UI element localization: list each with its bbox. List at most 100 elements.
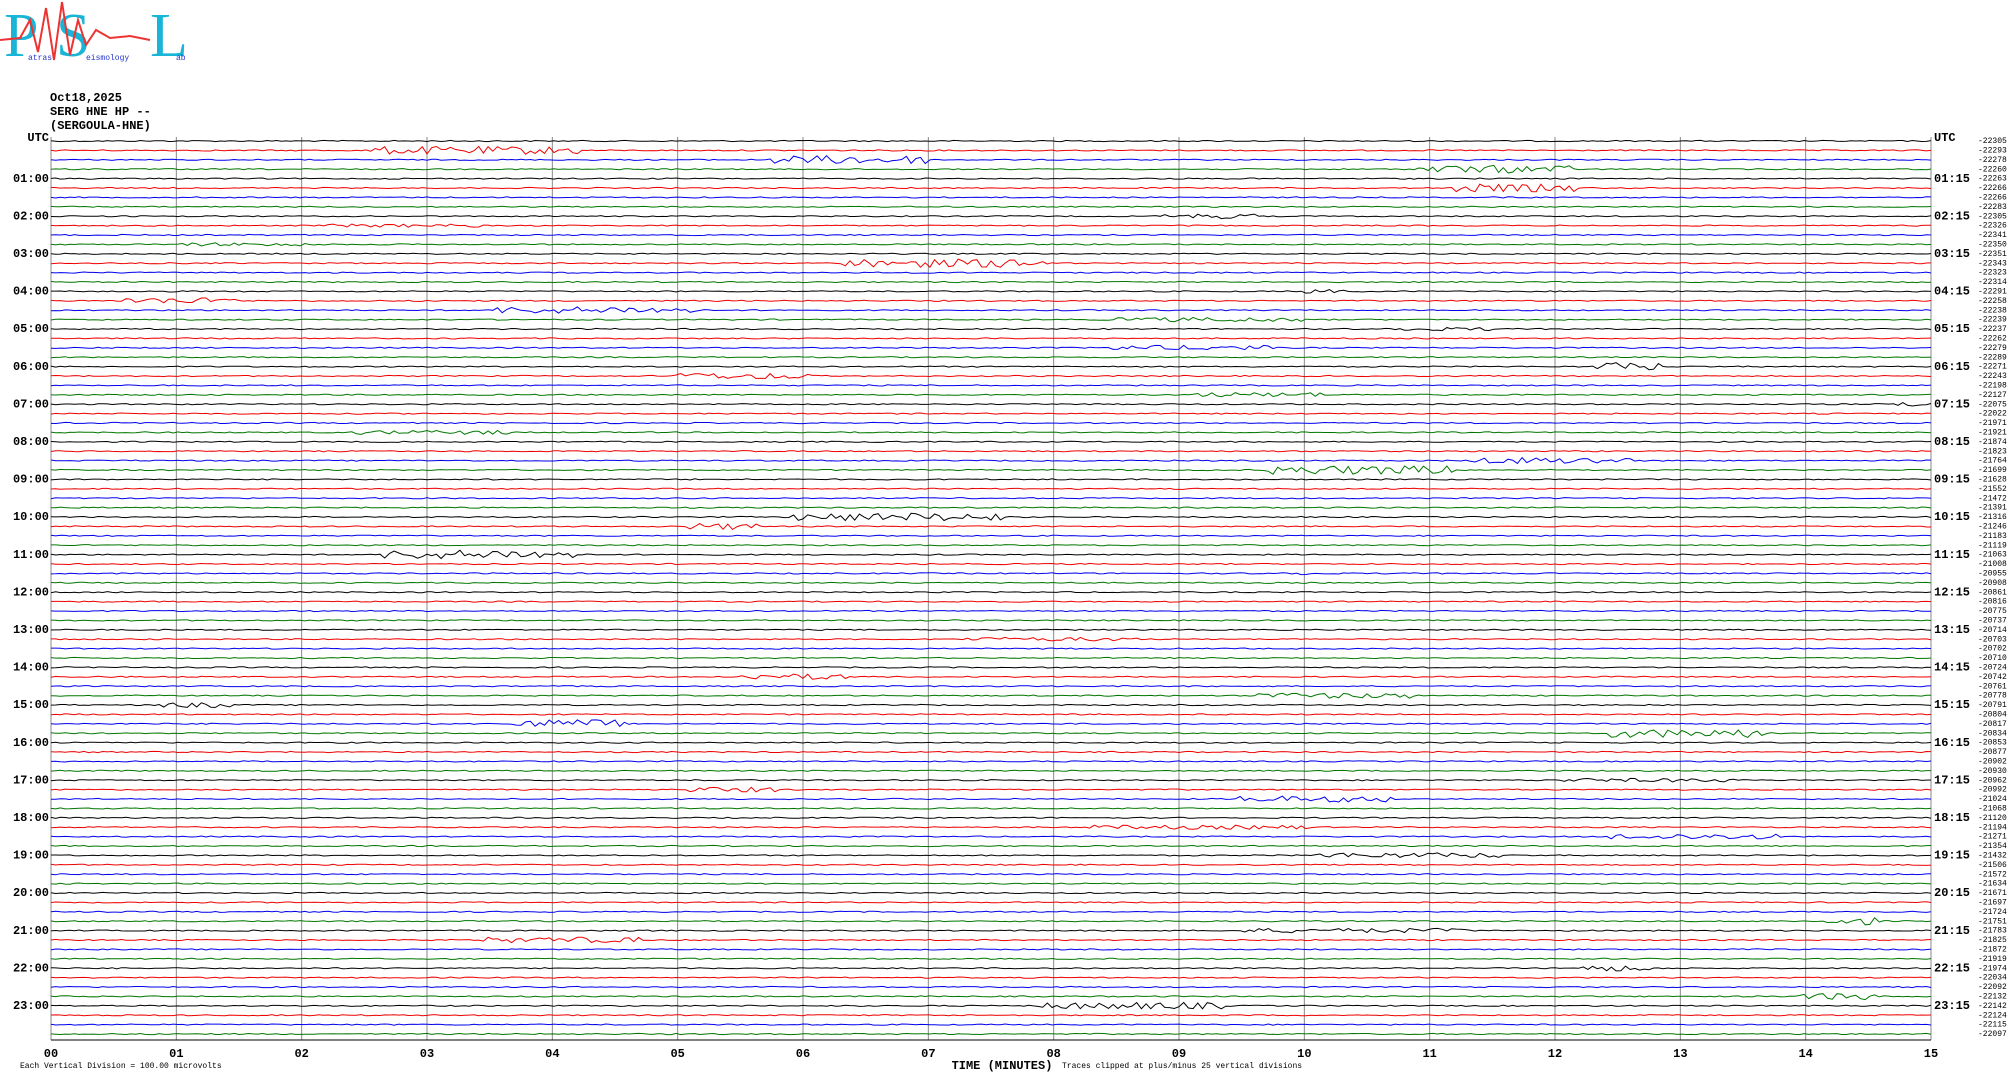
row-offset: -22350 (1978, 241, 2007, 250)
row-offset: -21572 (1978, 870, 2007, 879)
trace (51, 852, 1932, 858)
trace (50, 957, 1932, 960)
row-offset: -22278 (1978, 156, 2007, 165)
row-offset: -21764 (1978, 457, 2007, 466)
trace (50, 196, 1932, 199)
row-offset: -21271 (1978, 833, 2007, 842)
right-time-label: 01:15 (1934, 172, 1970, 186)
row-offset: -20962 (1978, 776, 2007, 785)
logo-word: ab (176, 54, 186, 63)
trace (50, 910, 1932, 913)
trace (50, 223, 1931, 228)
row-offset: -21183 (1978, 532, 2007, 541)
trace (50, 523, 1931, 531)
right-time-label: 23:15 (1934, 999, 1970, 1013)
x-tick-label: 06 (796, 1047, 810, 1061)
logo-letter: S (56, 2, 90, 70)
right-time-label: 04:15 (1934, 285, 1970, 299)
trace (50, 936, 1932, 944)
scale-note: Each Vertical Division = 100.00 microvol… (20, 1062, 222, 1071)
row-offset: -22326 (1978, 222, 2007, 231)
trace (50, 769, 1931, 772)
trace (50, 487, 1932, 490)
left-time-label: 06:00 (13, 360, 49, 374)
row-offset: -22341 (1978, 231, 2007, 240)
x-tick-label: 15 (1924, 1047, 1938, 1061)
right-time-label: 07:15 (1934, 397, 1970, 411)
row-offset: -20908 (1978, 579, 2007, 588)
logo-word: eismology (86, 54, 129, 63)
left-time-label: 08:00 (13, 435, 49, 449)
row-offset: -21825 (1978, 936, 2007, 945)
left-time-label: 12:00 (13, 585, 49, 599)
row-offset: -21552 (1978, 485, 2007, 494)
trace (50, 534, 1932, 537)
row-offset: -22266 (1978, 194, 2007, 203)
row-offset: -21472 (1978, 494, 2007, 503)
row-offset: -22124 (1978, 1011, 2007, 1020)
traces (50, 139, 1932, 1036)
x-tick-label: 07 (921, 1047, 935, 1061)
header-location: (SERGOULA-HNE) (50, 119, 151, 133)
row-offset: -21119 (1978, 541, 2007, 550)
row-offset: -21194 (1978, 823, 2007, 832)
right-time-label: 20:15 (1934, 886, 1970, 900)
row-offset: -20724 (1978, 664, 2007, 673)
trace (50, 927, 1932, 934)
header-station: SERG HNE HP -- (50, 105, 151, 119)
trace (50, 450, 1932, 453)
row-offset: -21008 (1978, 560, 2007, 569)
trace (50, 549, 1932, 560)
row-offset: -20955 (1978, 570, 2007, 579)
left-time-label: 05:00 (13, 322, 49, 336)
row-offset: -21699 (1978, 466, 2007, 475)
right-time-label: UTC (1934, 131, 1956, 145)
row-offset: -22127 (1978, 391, 2007, 400)
trace (50, 965, 1932, 972)
row-offset: -21874 (1978, 438, 2007, 447)
left-time-label: 07:00 (13, 397, 49, 411)
row-offset: -20930 (1978, 767, 2007, 776)
row-offset: -22351 (1978, 250, 2007, 259)
row-offset: -22291 (1978, 288, 2007, 297)
row-offset: -20877 (1978, 748, 2007, 757)
row-offset: -21974 (1978, 964, 2007, 973)
trace (50, 863, 1932, 866)
row-offset: -20816 (1978, 598, 2007, 607)
trace (50, 591, 1932, 594)
trace (50, 692, 1932, 699)
trace (50, 741, 1932, 744)
trace (50, 1001, 1932, 1010)
trace (50, 512, 1932, 522)
left-time-label: 10:00 (13, 510, 49, 524)
row-offset: -20710 (1978, 654, 2007, 663)
header-date: Oct18,2025 (50, 91, 122, 105)
trace (50, 581, 1932, 584)
trace (50, 993, 1932, 1001)
trace (50, 362, 1932, 371)
row-offset: -22142 (1978, 1002, 2007, 1011)
trace (50, 901, 1932, 904)
row-offset: -22279 (1978, 344, 2007, 353)
row-offset: -22034 (1978, 974, 2007, 983)
trace (50, 656, 1932, 660)
x-tick-label: 02 (294, 1047, 308, 1061)
trace (50, 258, 1932, 268)
x-tick-label: 03 (420, 1047, 434, 1061)
right-time-label: 06:15 (1934, 360, 1970, 374)
logo-word: atras (28, 54, 52, 63)
trace (50, 271, 1932, 274)
right-time-label: 09:15 (1934, 473, 1970, 487)
trace (50, 673, 1932, 680)
row-offset: -22237 (1978, 325, 2007, 334)
right-time-label: 02:15 (1934, 209, 1970, 223)
x-tick-label: 01 (169, 1047, 183, 1061)
row-offset: -22314 (1978, 278, 2007, 287)
row-offset: -22097 (1978, 1030, 2007, 1039)
row-offset: -22260 (1978, 165, 2007, 174)
trace (50, 619, 1932, 622)
row-offset: -22343 (1978, 259, 2007, 268)
row-offset: -21628 (1978, 476, 2007, 485)
left-time-label: 13:00 (13, 623, 49, 637)
trace (50, 713, 1932, 716)
